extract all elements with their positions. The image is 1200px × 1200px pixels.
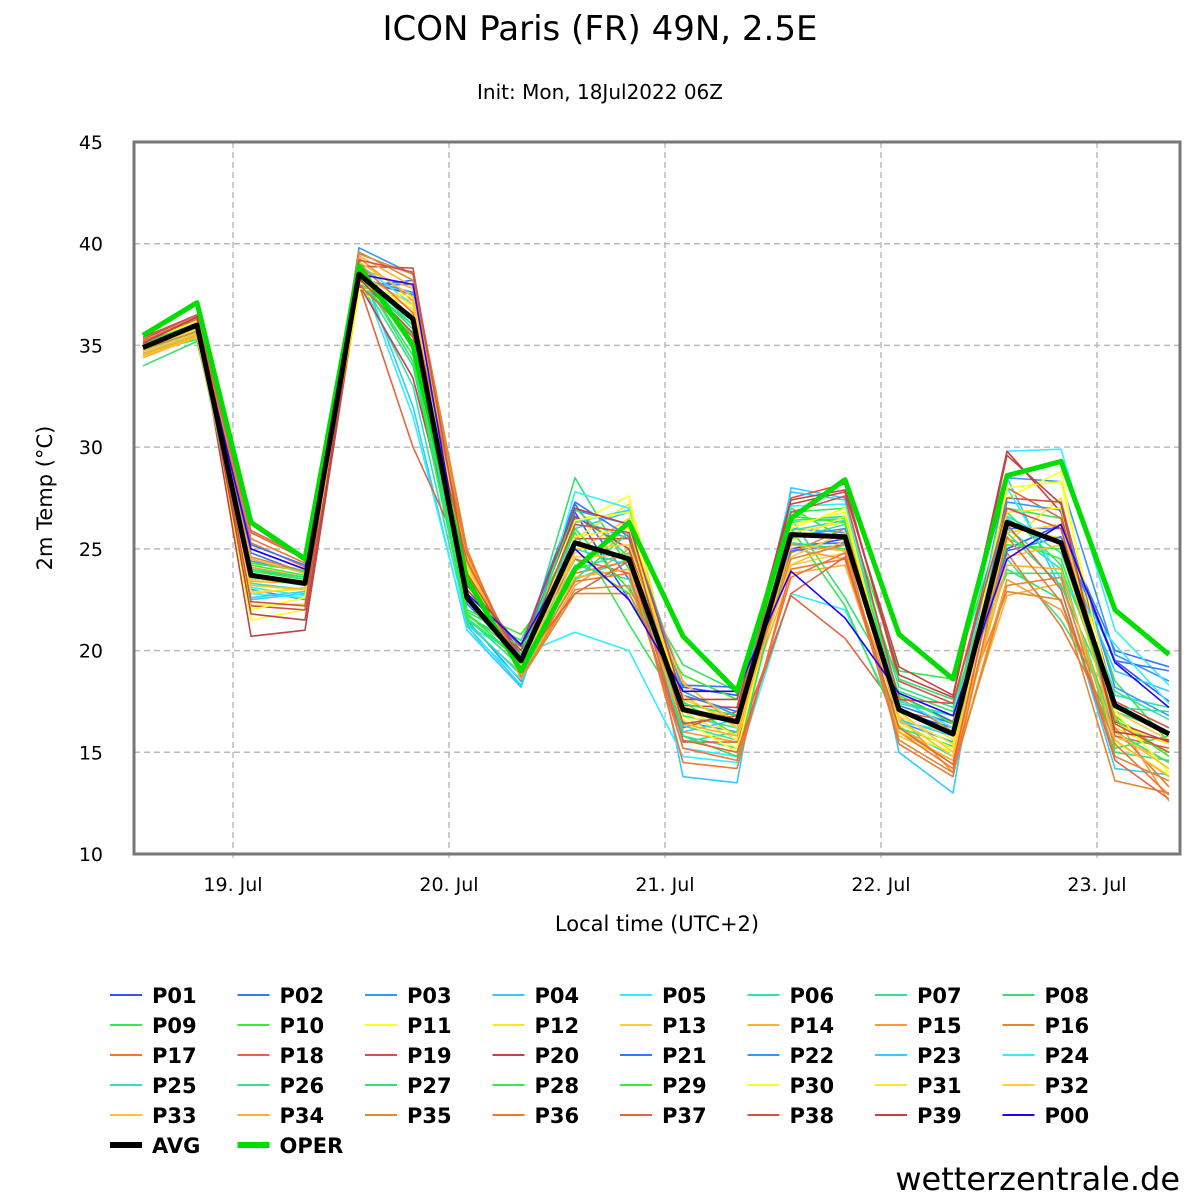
series-line-oper [141, 263, 1171, 694]
series-line-p15 [142, 257, 1170, 802]
y-tick-label: 10 [79, 844, 103, 866]
legend-label-p32: P32 [1045, 1074, 1090, 1098]
series-line-p38 [142, 259, 1170, 754]
legend-label-p29: P29 [662, 1074, 707, 1098]
series-line-p35 [142, 251, 1170, 782]
legend-label-p24: P24 [1045, 1044, 1090, 1068]
legend-label-p19: P19 [407, 1044, 452, 1068]
series-line-avg [142, 271, 1171, 737]
legend-label-p08: P08 [1045, 984, 1090, 1008]
legend-label-p09: P09 [152, 1014, 197, 1038]
legend-label-p12: P12 [535, 1014, 580, 1038]
y-tick-label: 20 [79, 641, 103, 663]
legend-label-p37: P37 [662, 1104, 707, 1128]
legend-label-p33: P33 [152, 1104, 197, 1128]
legend-label-p25: P25 [152, 1074, 197, 1098]
legend-label-p18: P18 [280, 1044, 325, 1068]
legend-label-p16: P16 [1045, 1014, 1090, 1038]
legend-label-p05: P05 [662, 984, 707, 1008]
y-tick-label: 35 [79, 335, 103, 357]
legend-label-p15: P15 [917, 1014, 962, 1038]
legend-label-p17: P17 [152, 1044, 197, 1068]
legend-label-p27: P27 [407, 1074, 452, 1098]
x-tick-label: 23. Jul [1067, 874, 1126, 896]
y-tick-label: 15 [79, 742, 103, 764]
y-axis-ticks: 10 15 20 25 30 35 40 45 [79, 132, 103, 866]
series-line-p34 [142, 255, 1170, 778]
y-tick-label: 45 [79, 132, 103, 154]
legend-label-p00: P00 [1045, 1104, 1090, 1128]
legend-label-avg: AVG [152, 1134, 200, 1158]
legend-label-p34: P34 [280, 1104, 325, 1128]
legend-label-p21: P21 [662, 1044, 707, 1068]
x-tick-label: 21. Jul [635, 874, 694, 896]
series-line-p22 [142, 277, 1170, 750]
legend-label-p02: P02 [280, 984, 325, 1008]
series-line-p39 [142, 277, 1170, 741]
legend-label-p35: P35 [407, 1104, 452, 1128]
legend-label-p20: P20 [535, 1044, 580, 1068]
legend-label-p04: P04 [535, 984, 580, 1008]
legend-label-p11: P11 [407, 1014, 452, 1038]
legend: P01 P02 P03 P04 P05 P06 P07 P08 P09 P10 P11 P12 P13 P… [110, 984, 1089, 1158]
series-line-p31 [142, 281, 1170, 745]
series-line-p36 [142, 263, 1170, 796]
legend-label-oper: OPER [280, 1134, 344, 1158]
series-line-p06 [142, 277, 1170, 758]
plot-frame [132, 140, 1182, 856]
y-tick-label: 25 [79, 539, 103, 561]
legend-label-p10: P10 [280, 1014, 325, 1038]
series-line-p20 [142, 283, 1170, 743]
series-line-p14 [142, 267, 1170, 766]
series-line-p29 [142, 277, 1170, 758]
legend-label-p13: P13 [662, 1014, 707, 1038]
series-line-p25 [142, 271, 1170, 741]
series-line-p13 [142, 283, 1170, 762]
x-axis-label: Local time (UTC+2) [555, 912, 759, 936]
x-tick-label: 20. Jul [419, 874, 478, 896]
legend-label-p06: P06 [790, 984, 835, 1008]
x-axis-ticks: 19. Jul 20. Jul 21. Jul 22. Jul 23. Jul [203, 874, 1126, 896]
legend-label-p38: P38 [790, 1104, 835, 1128]
legend-label-p07: P07 [917, 984, 962, 1008]
legend-label-p36: P36 [535, 1104, 580, 1128]
grid [134, 142, 1180, 862]
series-line-p33 [142, 261, 1170, 770]
series-line-p10 [142, 279, 1170, 758]
legend-label-p22: P22 [790, 1044, 835, 1068]
series-lines [141, 247, 1171, 802]
legend-label-p03: P03 [407, 984, 452, 1008]
legend-label-p14: P14 [790, 1014, 835, 1038]
series-line-p30 [142, 287, 1170, 774]
y-tick-label: 30 [79, 437, 103, 459]
x-tick-label: 22. Jul [851, 874, 910, 896]
watermark: wetterzentrale.de [895, 1160, 1180, 1198]
legend-label-p28: P28 [535, 1074, 580, 1098]
legend-label-p39: P39 [917, 1104, 962, 1128]
series-line-p05 [142, 269, 1170, 764]
y-axis-label: 2m Temp (°C) [33, 426, 57, 571]
legend-label-p31: P31 [917, 1074, 962, 1098]
chart-subtitle: Init: Mon, 18Jul2022 06Z [477, 80, 723, 104]
legend-label-p26: P26 [280, 1074, 325, 1098]
series-line-p18 [142, 283, 1170, 749]
legend-label-p30: P30 [790, 1074, 835, 1098]
legend-label-p01: P01 [152, 984, 197, 1008]
x-tick-label: 19. Jul [203, 874, 262, 896]
chart-title: ICON Paris (FR) 49N, 2.5E [383, 9, 818, 49]
y-tick-label: 40 [79, 234, 103, 256]
legend-label-p23: P23 [917, 1044, 962, 1068]
